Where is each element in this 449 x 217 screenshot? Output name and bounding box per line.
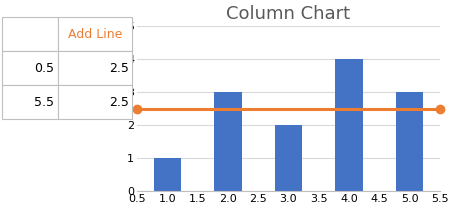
Bar <box>396 92 423 191</box>
Bar <box>214 92 242 191</box>
Text: Add Line: Add Line <box>68 28 123 41</box>
Text: 2.5: 2.5 <box>109 62 129 75</box>
Bar <box>154 158 181 191</box>
Text: 2.5: 2.5 <box>109 96 129 109</box>
Bar <box>275 125 302 191</box>
Bar <box>335 59 363 191</box>
Text: 5.5: 5.5 <box>34 96 54 109</box>
Title: Column Chart: Column Chart <box>226 5 351 23</box>
Text: 0.5: 0.5 <box>34 62 54 75</box>
